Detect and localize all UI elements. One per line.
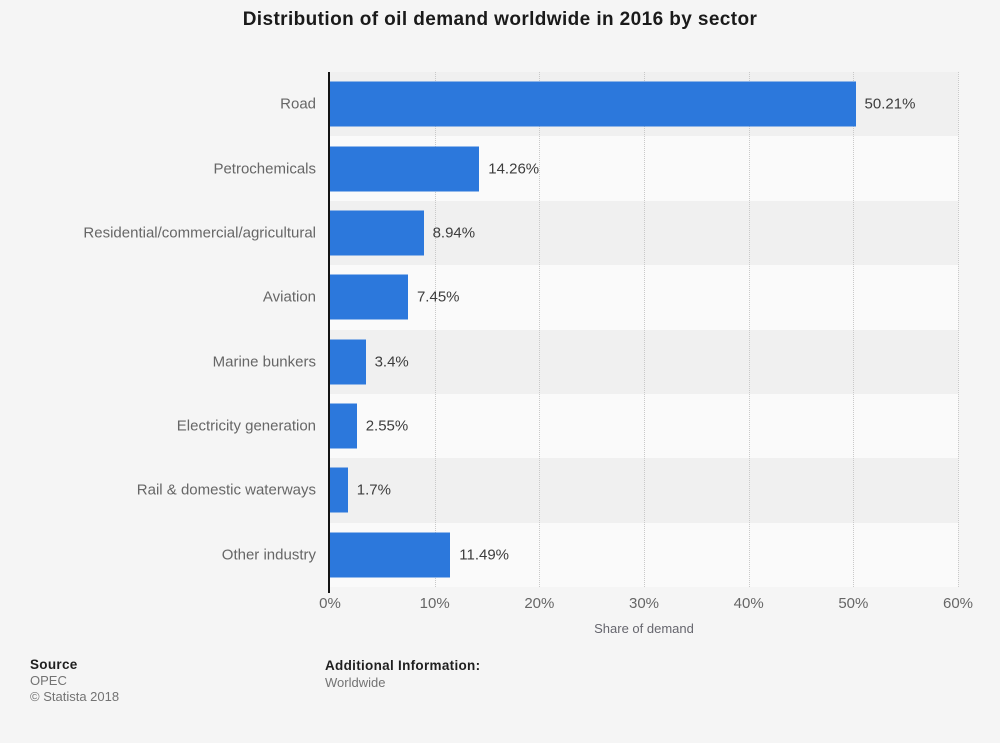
y-axis-line [328,72,330,593]
x-tick-label: 50% [838,595,869,612]
category-label: Electricity generation [176,417,316,435]
x-tick-label: 30% [628,595,660,612]
bar [330,403,357,449]
chart-row: Road 50.21% [280,72,958,137]
additional-info-value: Worldwide [325,675,386,690]
chart-row: Petrochemicals 14.26% [213,136,958,201]
category-label: Marine bunkers [212,353,316,371]
source-value: OPEC [30,673,67,688]
additional-info-block: Additional Information: Worldwide [325,657,480,691]
category-label: Residential/commercial/agricultural [83,224,316,242]
chart-row: Rail & domestic waterways 1.7% [137,458,958,523]
bar [330,274,408,320]
bar [330,339,366,385]
chart-row: Other industry 11.49% [222,522,958,587]
chart-row: Marine bunkers 3.4% [213,329,958,394]
category-label: Aviation [262,288,316,306]
value-label: 2.55% [365,417,409,435]
value-label: 8.94% [432,224,476,242]
bar [330,210,424,256]
category-label: Road [280,95,316,113]
value-label: 14.26% [488,160,540,178]
copyright-notice: © Statista 2018 [30,689,120,704]
bar [330,532,451,578]
category-label: Petrochemicals [213,160,316,178]
plot-area: Road 50.21% Petrochemicals 14.26% Residentia… [83,72,958,587]
x-tick-label: 20% [524,595,555,612]
x-tick-label: 40% [733,595,764,612]
chart-title: Distribution of oil demand worldwide in … [242,9,758,30]
value-label: 3.4% [374,353,409,371]
category-label: Rail & domestic waterways [136,481,316,499]
category-label: Other industry [221,546,316,564]
chart-row: Aviation 7.45% [263,265,958,330]
value-label: 50.21% [864,95,916,113]
x-tick-label: 10% [419,595,450,612]
chart-row: Residential/commercial/agricultural 8.94% [83,200,958,266]
value-label: 11.49% [459,546,510,564]
bar [330,81,856,127]
source-block: Source OPEC © Statista 2018 [30,657,119,705]
x-tick-label: 60% [942,595,974,612]
x-axis-ticks: 0% 10% 20% 30% 40% 50% 60% [319,595,973,613]
gridline [958,72,959,587]
x-axis-label: Share of demand [594,621,694,636]
bar [330,146,480,192]
bar [330,467,348,513]
value-label: 7.45% [416,288,460,306]
source-label: Source [30,657,78,672]
value-label: 1.7% [356,481,391,499]
chart-row: Electricity generation 2.55% [177,393,958,459]
x-tick-label: 0% [319,595,341,612]
additional-info-label: Additional Information: [325,658,481,673]
